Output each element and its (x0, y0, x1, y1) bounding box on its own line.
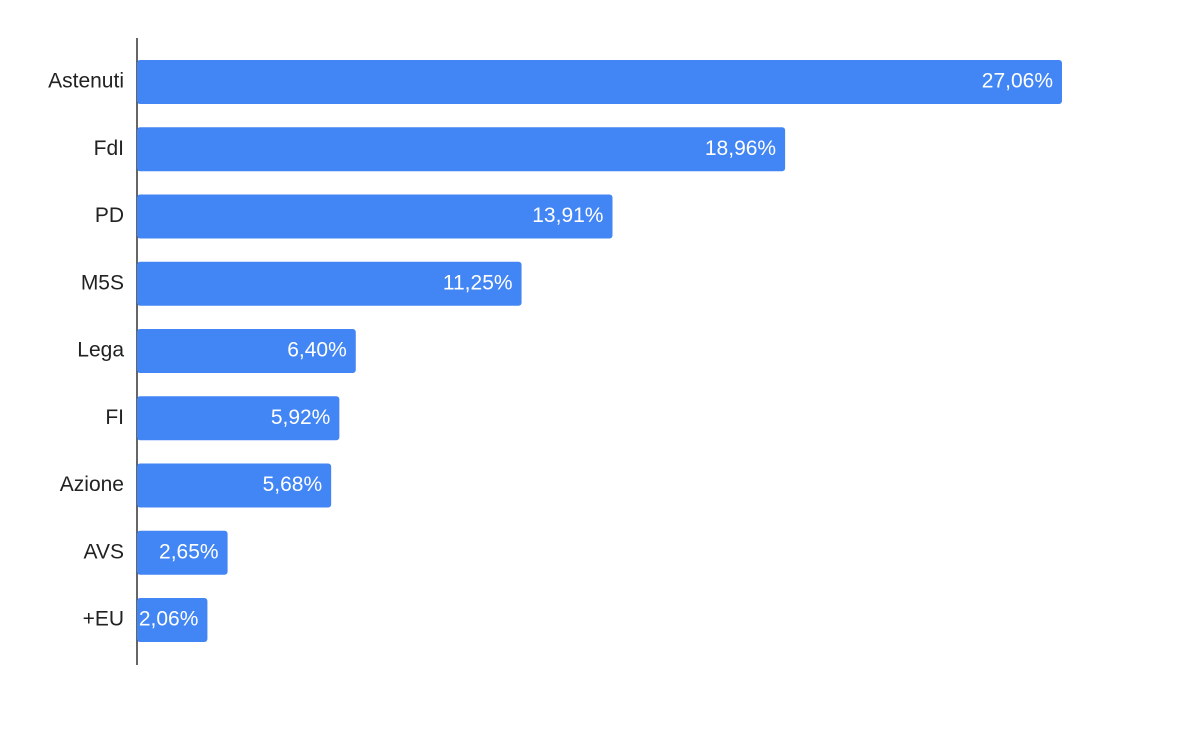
bar (137, 396, 340, 441)
category-label: AVS (84, 540, 124, 563)
value-label: 6,40% (287, 339, 347, 362)
bar (137, 60, 1062, 104)
bar (137, 463, 332, 508)
value-label: 5,68% (263, 473, 323, 496)
category-label: +EU (83, 608, 124, 631)
category-label: Astenuti (48, 70, 124, 93)
category-label: Azione (60, 473, 124, 496)
category-label: PD (95, 204, 124, 227)
category-label: FI (105, 406, 124, 429)
bar (137, 530, 228, 575)
value-label: 27,06% (982, 70, 1053, 93)
category-label: M5S (81, 271, 124, 294)
value-label: 5,92% (271, 406, 331, 429)
category-label: FdI (94, 137, 124, 160)
value-label: 2,65% (159, 540, 219, 563)
bar (137, 598, 208, 642)
value-label: 18,96% (705, 137, 776, 160)
value-label: 11,25% (443, 271, 513, 294)
category-label: Lega (77, 339, 124, 362)
value-label: 13,91% (532, 204, 603, 227)
value-label: 2,06% (139, 608, 199, 631)
bar (137, 194, 613, 239)
bar (137, 329, 356, 373)
bar (137, 261, 522, 306)
bar (137, 127, 786, 172)
